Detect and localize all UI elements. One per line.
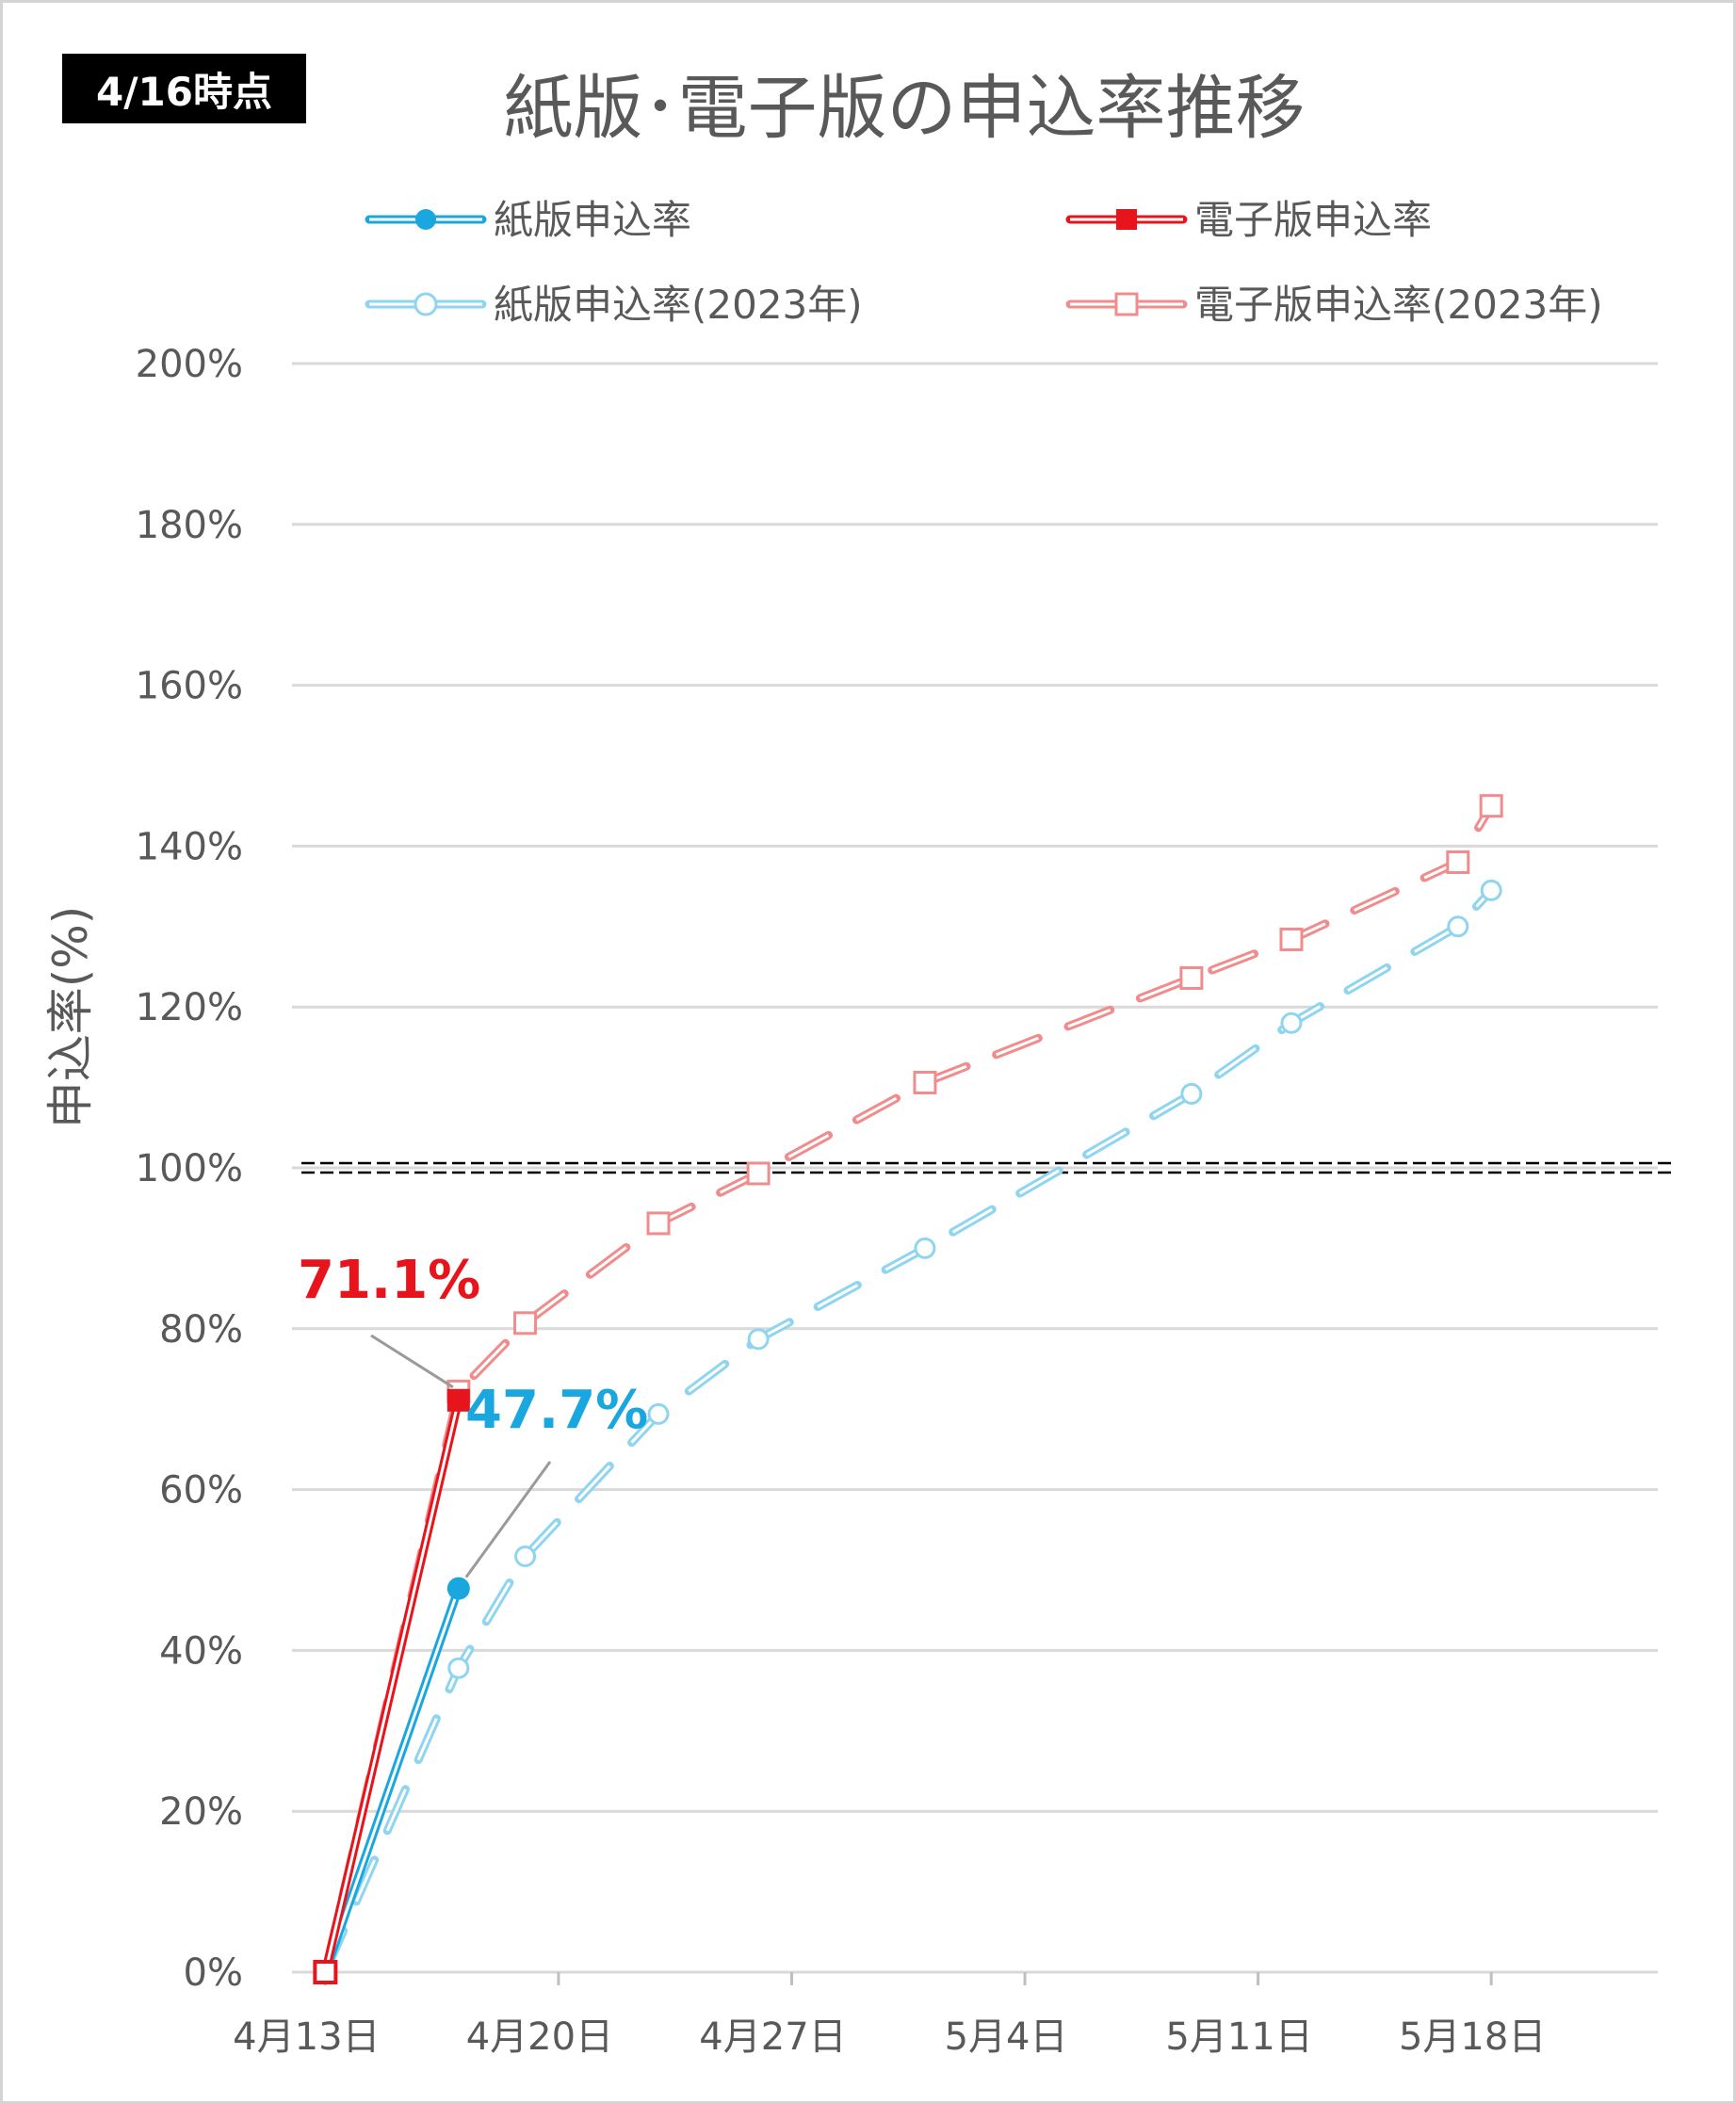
data-point-3 [1179, 965, 1204, 990]
data-point-2 [1180, 1082, 1203, 1105]
x-tick-label: 5月18日 [1399, 2015, 1546, 2059]
x-tick-label: 5月4日 [945, 2015, 1068, 2059]
legend-marker [1116, 209, 1137, 230]
data-point-2 [747, 1328, 770, 1351]
leader-line-paper [464, 1461, 552, 1578]
data-point-1 [446, 1388, 470, 1412]
y-tick-label: 160% [136, 665, 243, 708]
leader-line-electronic [370, 1334, 454, 1389]
legend-label: 電子版申込率 [1194, 197, 1432, 243]
y-tick-label: 0% [184, 1951, 243, 1995]
x-tick-label: 4月13日 [233, 2015, 380, 2059]
data-point-3 [513, 1311, 538, 1335]
legend-marker [415, 209, 436, 230]
y-tick-label: 20% [159, 1790, 243, 1834]
legend-label: 紙版申込率(2023年) [494, 282, 863, 328]
chart-title: 紙版･電子版の申込率推移 [504, 68, 1306, 149]
legend-item-1: 電子版申込率 [1065, 197, 1432, 243]
data-point-3 [1279, 927, 1304, 951]
data-point-2 [1280, 1012, 1303, 1034]
y-tick-label: 140% [136, 825, 243, 868]
series-line-3-inner [323, 804, 1493, 1973]
data-point-3 [746, 1161, 771, 1186]
data-point-3 [1479, 794, 1503, 818]
date-badge: 4/16時点 [62, 54, 306, 123]
y-tick-label: 100% [136, 1147, 243, 1190]
legend-label: 電子版申込率(2023年) [1194, 282, 1603, 328]
data-point-3 [913, 1070, 937, 1094]
legend-label: 紙版申込率 [494, 197, 691, 243]
legend-marker [1114, 292, 1139, 316]
data-point-3 [646, 1211, 671, 1236]
y-axis-label: 申込率(%) [43, 906, 98, 1129]
x-tick-label: 5月11日 [1165, 2015, 1312, 2059]
legend-item-3: 電子版申込率(2023年) [1065, 282, 1603, 328]
data-point-3 [1446, 850, 1470, 874]
y-tick-label: 80% [159, 1308, 243, 1351]
y-tick-label: 40% [159, 1629, 243, 1673]
data-point-2 [447, 1657, 470, 1679]
y-tick-label: 60% [159, 1469, 243, 1513]
data-point-2 [1447, 915, 1469, 938]
y-tick-label: 200% [136, 343, 243, 386]
series-line-0-inner [323, 1588, 461, 1973]
data-point-2 [1480, 879, 1502, 901]
data-label-electronic: 71.1% [298, 1250, 480, 1311]
legend-item-0: 紙版申込率 [365, 197, 691, 243]
data-point-2 [647, 1402, 670, 1425]
data-point-0 [446, 1577, 470, 1600]
series-line-2-inner [324, 889, 1493, 1973]
y-tick-label: 180% [136, 504, 243, 547]
x-tick-label: 4月20日 [466, 2015, 613, 2059]
data-point-1 [313, 1960, 338, 1984]
data-point-2 [514, 1545, 537, 1567]
y-tick-label: 120% [136, 986, 243, 1029]
legend-item-2: 紙版申込率(2023年) [365, 282, 863, 328]
data-point-2 [914, 1237, 936, 1259]
x-tick-label: 4月27日 [699, 2015, 846, 2059]
legend-marker [414, 292, 438, 316]
data-label-paper: 47.7% [465, 1380, 648, 1441]
series-line-1-inner [323, 1400, 461, 1973]
